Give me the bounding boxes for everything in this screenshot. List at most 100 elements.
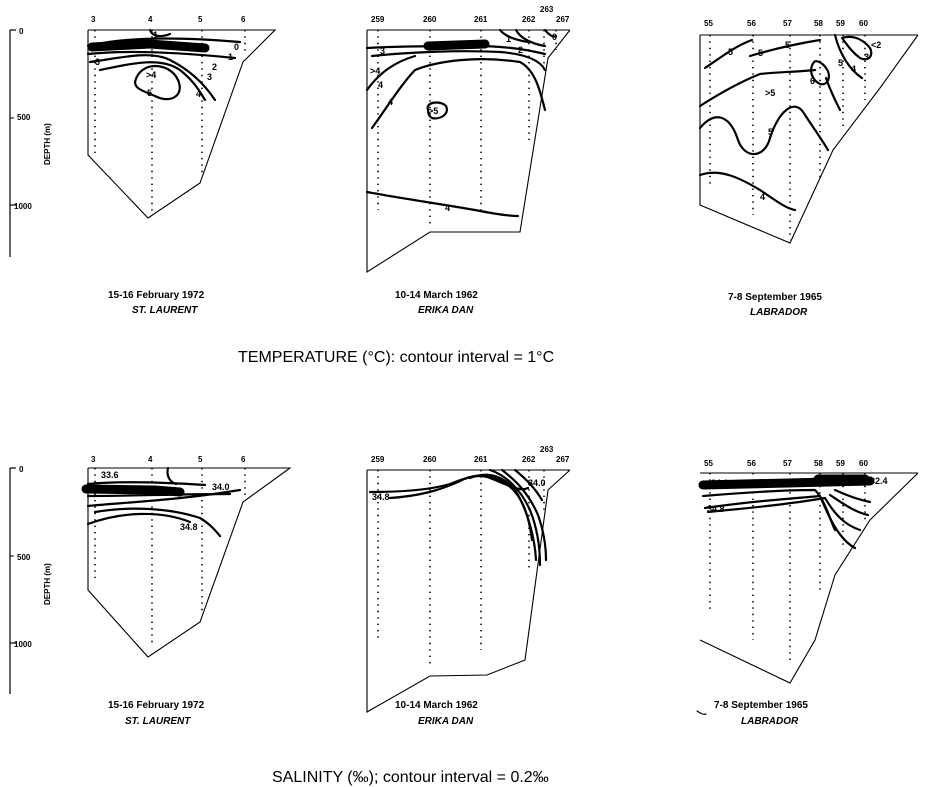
station-label: 60	[859, 459, 868, 468]
section-ship: ERIKA DAN	[418, 716, 474, 727]
salinity-axis-tick-0: 0	[19, 465, 24, 474]
station-label: 55	[704, 19, 713, 28]
contour-label: 34.0	[711, 478, 729, 488]
section-ship: ERIKA DAN	[418, 305, 474, 316]
contour-label: >4	[370, 66, 380, 76]
temperature-caption: TEMPERATURE (°C): contour interval = 1°C	[238, 349, 554, 366]
contour-label: >5	[765, 88, 775, 98]
contour-label: 32.4	[870, 476, 888, 486]
temperature-axis-tick-0: 0	[19, 27, 24, 36]
salinity-caption: SALINITY (‰); contour interval = 0.2‰	[272, 769, 549, 786]
station-label: 5	[198, 15, 203, 24]
temperature-axis-label: DEPTH (m)	[43, 123, 52, 165]
station-label: 60	[859, 19, 868, 28]
salinity-section-st-laurent: 3 4 5 6 33.6 34.0 34.8 15-16 February 19…	[81, 455, 292, 727]
temperature-depth-axis: 0 500 1000 DEPTH (m)	[9, 27, 52, 257]
station-label: 59	[836, 19, 845, 28]
contour-label: 2	[518, 45, 523, 55]
temperature-axis-tick-500: 500	[17, 113, 31, 122]
section-date: 15-16 February 1972	[108, 700, 205, 711]
contour-label: 34.0	[212, 482, 230, 492]
station-label: 58	[814, 459, 823, 468]
station-label: 3	[91, 15, 96, 24]
station-label: 4	[148, 15, 153, 24]
contour-label: <2	[871, 40, 881, 50]
section-ship: ST. LAURENT	[132, 305, 198, 316]
contour-label: 5	[785, 40, 790, 50]
temperature-section-st-laurent: 3 4 5 6 1 0 1 2 3 4 3 >4 5 15-16 Februar…	[86, 15, 277, 316]
station-label: 6	[241, 15, 246, 24]
station-label: 56	[747, 459, 756, 468]
salinity-axis-tick-500: 500	[17, 553, 31, 562]
station-label: 58	[814, 19, 823, 28]
contour-label: 34.8	[372, 492, 390, 502]
section-date: 7-8 September 1965	[728, 292, 822, 303]
contour-label: 34.8	[707, 504, 725, 514]
contour-label: 33.6	[101, 470, 119, 480]
station-label: 6	[241, 455, 246, 464]
contour-label: 2	[212, 62, 217, 72]
station-label: 260	[423, 15, 437, 24]
station-label: 259	[371, 15, 385, 24]
contour-label: 3	[95, 57, 100, 67]
contour-label: 1	[153, 30, 158, 40]
contour-label: 4	[445, 203, 450, 213]
station-label: 262	[522, 15, 536, 24]
contour-label: 3	[864, 52, 869, 62]
temperature-axis-tick-1000: 1000	[14, 202, 32, 211]
salinity-axis-tick-1000: 1000	[14, 640, 32, 649]
contour-label: 1	[228, 52, 233, 62]
contour-label: 5	[838, 58, 843, 68]
station-label: 261	[474, 15, 488, 24]
section-ship: LABRADOR	[741, 716, 799, 727]
station-label: 263	[540, 5, 554, 14]
contour-label: 1	[506, 34, 511, 44]
contour-label: 5	[758, 48, 763, 58]
station-label: 4	[148, 455, 153, 464]
contour-label: 5	[147, 88, 152, 98]
station-label: 3	[91, 455, 96, 464]
contour-label: 4	[388, 97, 393, 107]
station-label: 56	[747, 19, 756, 28]
station-label: 259	[371, 455, 385, 464]
temperature-section-erika-dan: 259 260 261 262 263 267 3 1 2 0 >4 4 4 >…	[365, 5, 571, 316]
section-date: 7-8 September 1965	[714, 700, 808, 711]
station-label: 267	[556, 455, 570, 464]
contour-label: 0	[234, 42, 239, 52]
contour-label: 4	[196, 89, 201, 99]
section-ship: ST. LAURENT	[125, 716, 191, 727]
salinity-depth-axis: 0 500 1000 DEPTH (m)	[9, 465, 52, 694]
salinity-section-erika-dan: 259 260 261 262 263 267 34.8 34.0 10-14 …	[366, 445, 571, 727]
contour-label: 3	[207, 72, 212, 82]
station-label: 263	[540, 445, 554, 454]
station-label: 57	[783, 459, 792, 468]
station-label: 267	[556, 15, 570, 24]
salinity-section-labrador: 55 56 57 58 59 60 34.0 34.8 32.4 7-8 Sep…	[696, 459, 919, 727]
station-label: 59	[836, 459, 845, 468]
section-ship: LABRADOR	[750, 307, 808, 318]
station-label: 55	[704, 459, 713, 468]
contour-label: 5	[768, 127, 773, 137]
contour-label: 4	[378, 80, 383, 90]
temperature-section-labrador: 55 56 57 58 59 60 5 5 5 6 5 <2 3 4 >5 5 …	[698, 19, 919, 318]
contour-label: 4	[851, 64, 856, 74]
station-label: 261	[474, 455, 488, 464]
contour-label: >5	[428, 106, 438, 116]
contour-label: 5	[728, 47, 733, 57]
section-date: 10-14 March 1962	[395, 290, 478, 301]
station-label: 260	[423, 455, 437, 464]
station-label: 262	[522, 455, 536, 464]
station-label: 5	[198, 455, 203, 464]
section-date: 15-16 February 1972	[108, 290, 205, 301]
contour-label: 6	[810, 76, 815, 86]
contour-label: 34.0	[528, 478, 546, 488]
contour-label: >4	[146, 70, 156, 80]
contour-label: 34.8	[180, 522, 198, 532]
contour-label: 3	[380, 46, 385, 56]
section-date: 10-14 March 1962	[395, 700, 478, 711]
contour-label: 4	[760, 192, 765, 202]
station-label: 57	[783, 19, 792, 28]
salinity-axis-label: DEPTH (m)	[43, 563, 52, 605]
contour-label: 0	[552, 32, 557, 42]
